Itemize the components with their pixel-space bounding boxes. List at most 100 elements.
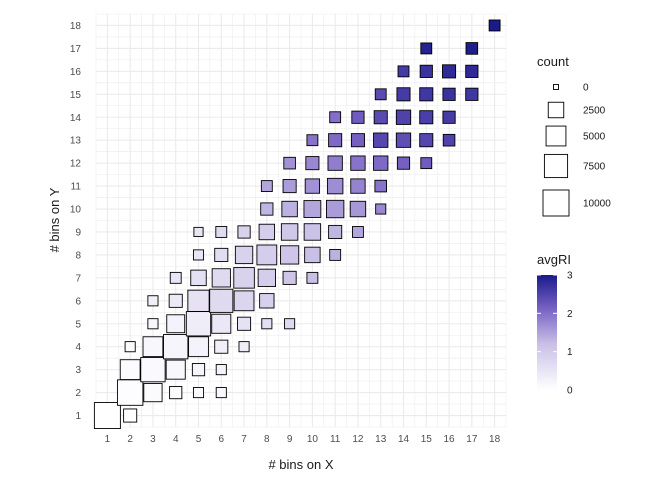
- data-point: [306, 271, 319, 284]
- color-legend-label: 2: [567, 309, 573, 320]
- data-point: [192, 249, 205, 261]
- y-tick-label: 12: [70, 159, 82, 170]
- data-point: [261, 318, 273, 330]
- data-point: [465, 64, 479, 78]
- data-point: [215, 364, 227, 376]
- data-point: [350, 155, 366, 171]
- data-point: [280, 223, 299, 241]
- data-point: [237, 225, 251, 239]
- data-point: [395, 132, 412, 148]
- data-point: [192, 387, 205, 399]
- data-point: [233, 290, 255, 312]
- grid: [95, 13, 507, 428]
- data-point: [442, 87, 456, 101]
- data-point: [349, 200, 367, 218]
- data-point: [351, 110, 365, 124]
- x-tick-label: 1: [105, 434, 111, 445]
- data-point: [233, 267, 255, 289]
- data-point: [374, 179, 387, 193]
- data-point: [215, 387, 227, 399]
- data-point: [488, 19, 501, 32]
- data-point: [396, 87, 411, 102]
- data-point: [282, 270, 297, 285]
- size-legend-label: 2500: [583, 106, 606, 117]
- data-point: [168, 293, 183, 308]
- data-point: [238, 341, 250, 353]
- data-point: [465, 42, 479, 55]
- data-point: [303, 200, 322, 218]
- y-tick-label: 16: [70, 67, 82, 78]
- data-point: [211, 313, 232, 334]
- x-tick-label: 11: [330, 434, 341, 445]
- data-point: [373, 132, 389, 148]
- color-legend-label: 1: [567, 347, 573, 358]
- x-tick-label: 13: [375, 434, 387, 445]
- data-point: [420, 157, 433, 170]
- data-point: [256, 244, 278, 266]
- color-legend-colorbar: [537, 275, 557, 390]
- size-legend-label: 5000: [583, 132, 606, 143]
- y-tick-label: 6: [75, 296, 81, 307]
- data-point: [419, 87, 434, 102]
- x-tick-label: 10: [307, 434, 319, 445]
- data-point: [328, 224, 343, 239]
- data-point: [215, 226, 228, 238]
- data-point: [373, 155, 389, 171]
- data-point: [350, 178, 366, 194]
- data-point: [166, 314, 186, 334]
- x-tick-label: 18: [489, 434, 501, 445]
- x-tick-label: 3: [150, 434, 156, 445]
- data-point: [190, 269, 207, 287]
- data-point: [169, 271, 182, 284]
- data-point: [420, 42, 433, 55]
- data-point: [327, 155, 343, 171]
- data-point: [93, 402, 121, 429]
- y-tick-label: 1: [75, 411, 81, 422]
- data-point: [188, 336, 209, 358]
- data-point: [395, 109, 412, 125]
- data-point: [165, 359, 186, 380]
- data-point: [214, 247, 229, 262]
- data-point: [281, 200, 298, 218]
- x-tick-label: 4: [173, 434, 179, 445]
- data-point: [419, 110, 434, 125]
- data-point: [442, 110, 456, 124]
- data-point: [304, 178, 321, 194]
- data-point: [326, 177, 344, 195]
- data-point: [419, 64, 433, 78]
- data-point: [352, 226, 364, 238]
- x-tick-label: 2: [127, 434, 133, 445]
- size-legend-label: 7500: [583, 162, 606, 173]
- y-tick-label: 11: [71, 182, 82, 193]
- data-point: [193, 226, 204, 238]
- data-point: [283, 156, 296, 170]
- color-legend-title: avgRI: [537, 252, 571, 267]
- color-legend: avgRI 0 1 2 3: [537, 252, 573, 397]
- data-point: [143, 382, 163, 403]
- data-point: [305, 156, 320, 171]
- size-legend-key: [547, 101, 565, 119]
- data-point: [282, 179, 297, 194]
- data-point: [163, 334, 189, 360]
- size-legend-keys: 0 2500 5000 7500 10000: [542, 83, 611, 217]
- size-legend-title: count: [537, 54, 569, 69]
- y-tick-label: 13: [70, 136, 82, 147]
- data-point: [234, 245, 254, 265]
- color-legend-label: 3: [567, 271, 573, 282]
- data-point: [259, 293, 275, 309]
- size-legend-label: 10000: [583, 199, 611, 210]
- data-point: [147, 295, 159, 307]
- data-point: [465, 87, 479, 101]
- y-tick-label: 3: [75, 365, 81, 376]
- data-point: [328, 133, 343, 148]
- size-legend-label: 0: [583, 83, 589, 94]
- data-point: [304, 246, 321, 264]
- data-point: [350, 133, 365, 148]
- data-point: [329, 111, 342, 124]
- data-point: [209, 288, 234, 313]
- data-point: [187, 289, 210, 312]
- data-point: [397, 65, 410, 78]
- x-tick-label: 9: [287, 434, 293, 445]
